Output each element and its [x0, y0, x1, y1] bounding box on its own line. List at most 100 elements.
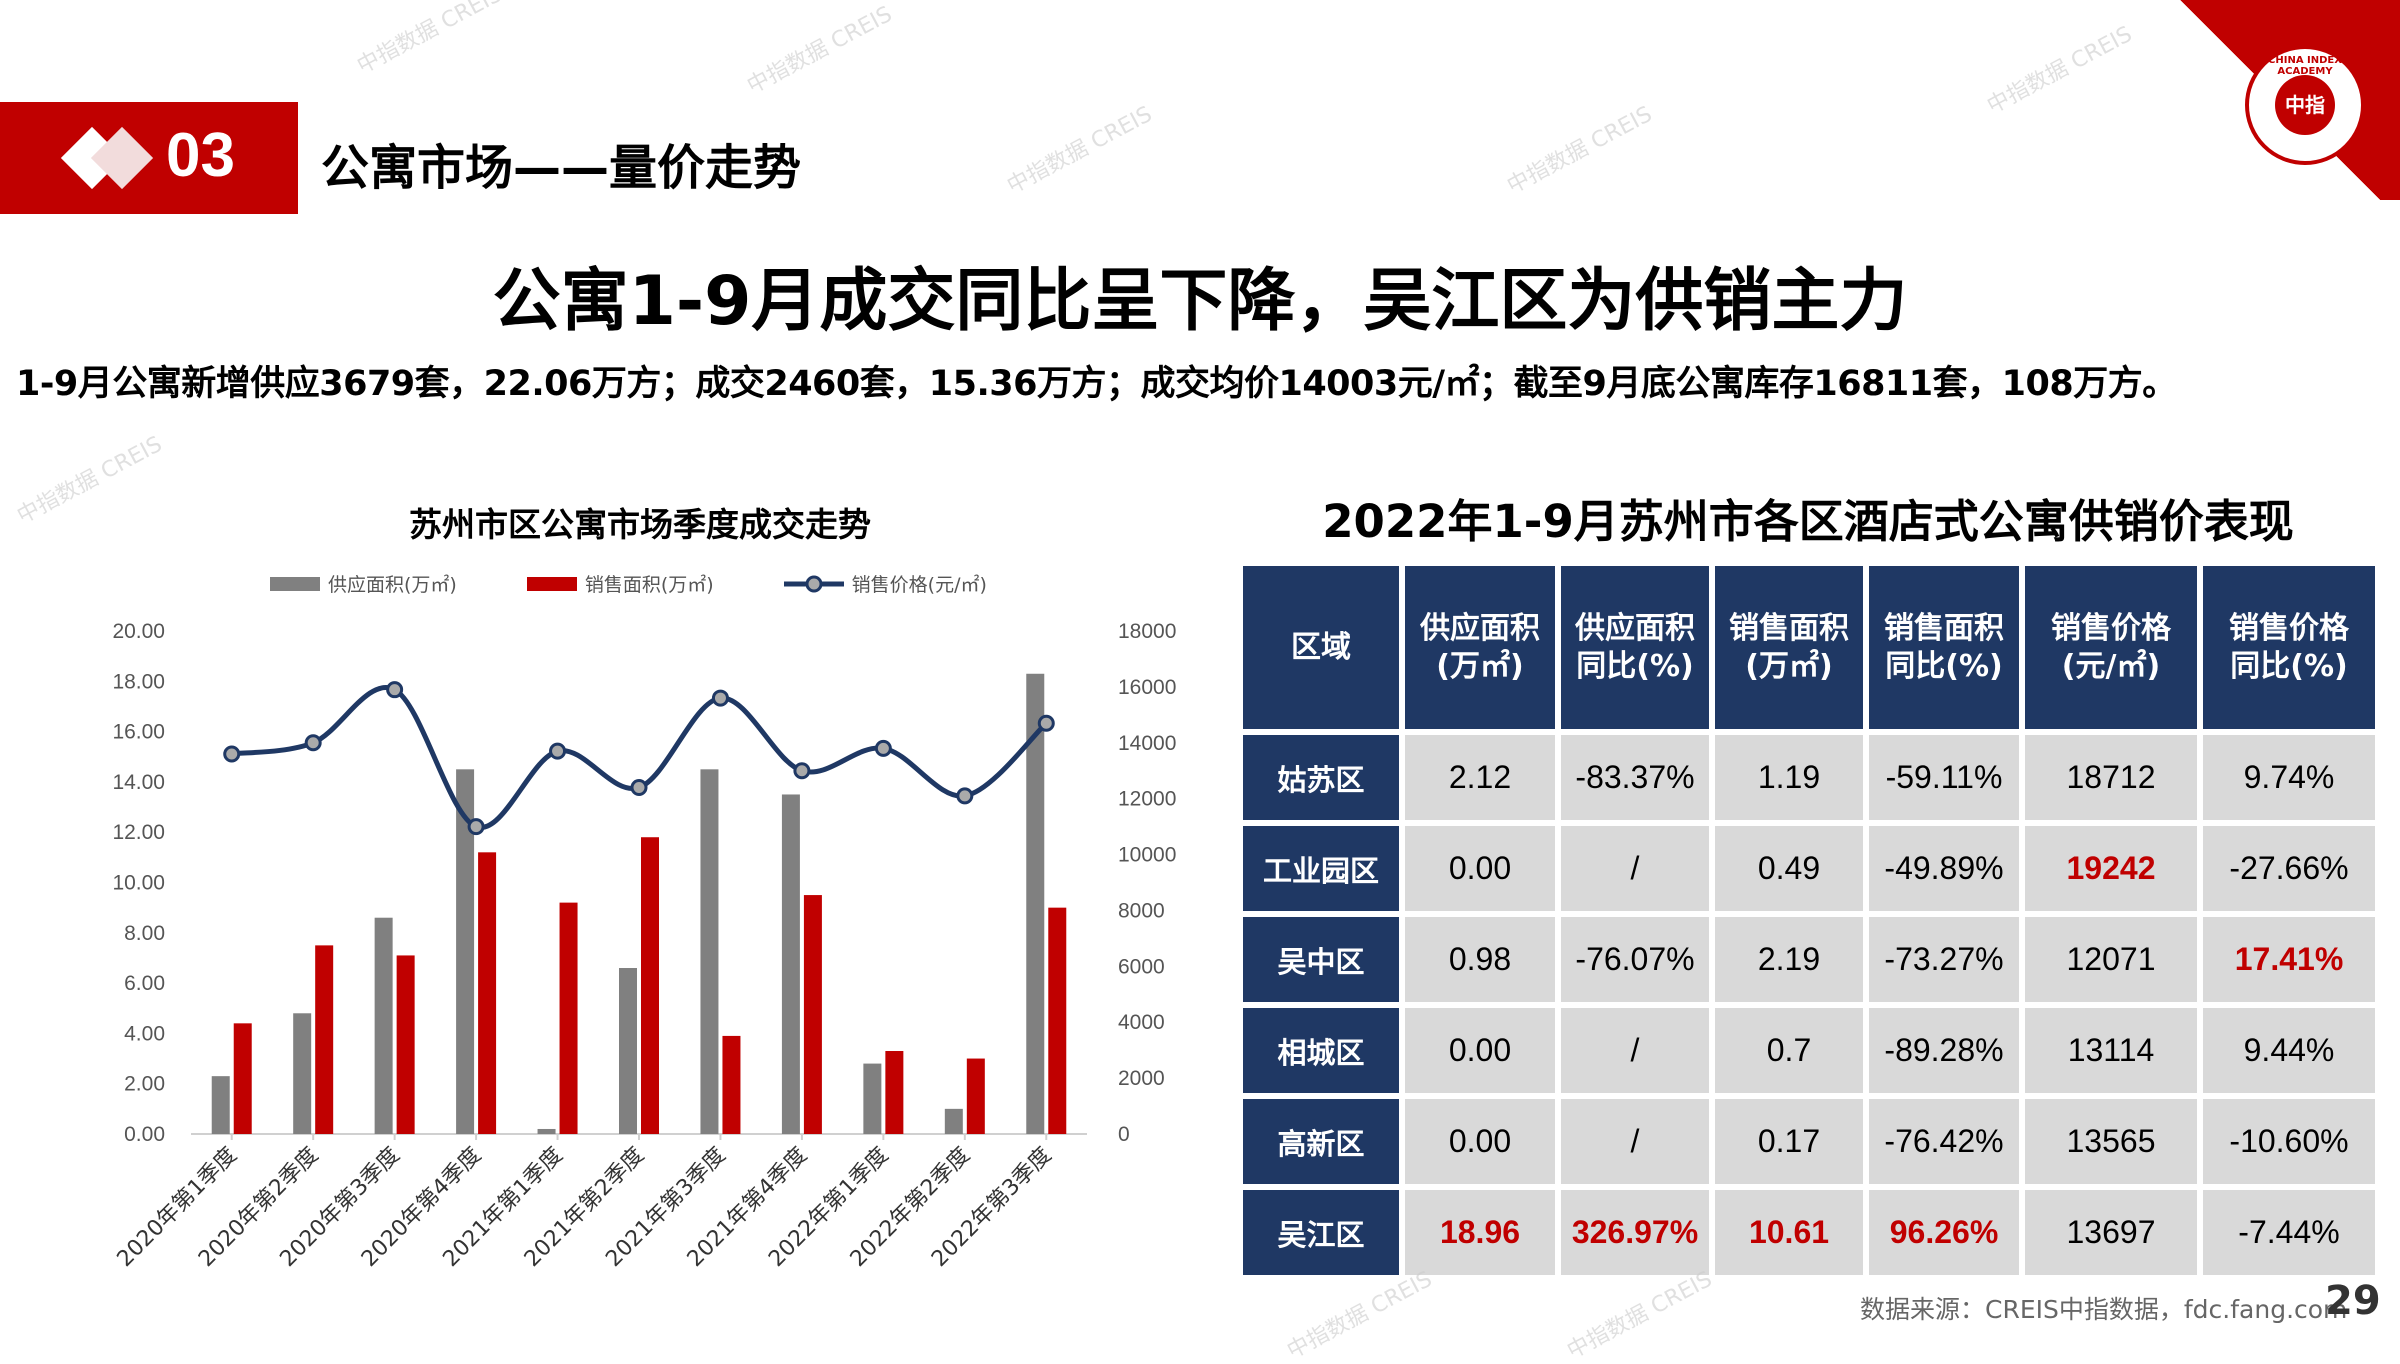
value-cell: / — [1561, 826, 1709, 911]
supply-bar — [537, 1128, 556, 1134]
column-header-line: (万㎡) — [1745, 648, 1833, 684]
column-header: 销售价格 (元/㎡) — [2025, 566, 2197, 729]
value-cell: 19242 — [2025, 826, 2197, 911]
value-cell: -89.28% — [1869, 1008, 2019, 1093]
y2-tick-label: 14000 — [1118, 732, 1176, 755]
price-point — [1037, 714, 1055, 732]
legend-sales: 销售面积(万㎡) — [526, 570, 714, 597]
table-row: 高新区 0.00/0.17 -76.42% 13565 -10.60% — [1243, 1099, 2375, 1184]
column-header-line: 供应面积 — [1420, 611, 1540, 646]
table-row: 吴江区 18.96 326.97% 10.61 96.26% 13697 -7.44% — [1243, 1190, 2375, 1275]
value-cell: -76.42% — [1869, 1099, 2019, 1184]
sales-bar — [396, 955, 415, 1134]
value-cell: 13697 — [2025, 1190, 2197, 1275]
watermark: 中指数据 CREIS — [743, 1, 897, 100]
legend-price: 销售价格(元/㎡) — [783, 570, 987, 597]
sales-bar — [722, 1035, 741, 1134]
value-cell: 13565 — [2025, 1099, 2197, 1184]
y2-tick-label: 16000 — [1118, 676, 1176, 699]
supply-bar — [781, 794, 800, 1134]
supply-bar — [293, 1013, 312, 1134]
page-number: 29 — [2325, 1278, 2381, 1324]
y2-tick-label: 12000 — [1118, 788, 1176, 811]
price-point — [549, 742, 567, 760]
sales-bar — [478, 852, 497, 1134]
y-tick-label: 16.00 — [112, 721, 165, 744]
price-point — [793, 762, 811, 780]
sales-bar — [315, 945, 334, 1134]
quarterly-chart: 0.00 2.00 4.00 6.00 8.00 10.00 12.00 14.00 16.00… — [112, 620, 1176, 1272]
column-header: 销售面积 (万㎡) — [1715, 566, 1863, 729]
value-cell: 0.7 — [1715, 1008, 1863, 1093]
y-tick-label: 0.00 — [124, 1123, 165, 1146]
section-number: 03 — [166, 121, 235, 190]
column-header-line: (万㎡) — [1436, 648, 1524, 684]
table-row: 姑苏区 2.12 -83.37% 1.19 -59.11% 18712 9.74% — [1243, 735, 2375, 820]
value-cell: -59.11% — [1869, 735, 2019, 820]
sales-bar — [1048, 907, 1067, 1134]
column-header-line: 销售价格 — [2051, 611, 2171, 646]
table-row: 工业园区 0.00/0.49 -49.89% 19242 -27.66% — [1243, 826, 2375, 911]
sales-bar — [233, 1023, 252, 1134]
price-point — [874, 739, 892, 757]
supply-bar — [456, 769, 475, 1134]
y2-tick-label: 18000 — [1118, 620, 1176, 643]
price-point — [304, 734, 322, 752]
watermark: 中指数据 CREIS — [1503, 101, 1657, 200]
column-header-line: 同比(%) — [2230, 648, 2348, 684]
value-cell: 0.00 — [1405, 1099, 1555, 1184]
sales-bar — [885, 1051, 904, 1134]
academy-logo: CHINA INDEX ACADEMY 中指 — [2245, 45, 2365, 165]
table-row: 相城区 0.00/0.7 -89.28% 13114 9.44% — [1243, 1008, 2375, 1093]
watermark: 中指数据 CREIS — [1563, 1266, 1717, 1364]
column-header: 销售价格 同比(%) — [2203, 566, 2375, 729]
value-cell: 17.41% — [2203, 917, 2375, 1002]
price-line — [231, 685, 1048, 830]
value-cell: 2.19 — [1715, 917, 1863, 1002]
value-cell: -49.89% — [1869, 826, 2019, 911]
value-cell: 12071 — [2025, 917, 2197, 1002]
column-header: 销售面积 同比(%) — [1869, 566, 2019, 729]
legend-supply: 供应面积(万㎡) — [270, 570, 457, 597]
column-header: 供应面积 同比(%) — [1561, 566, 1709, 729]
value-cell: 9.44% — [2203, 1008, 2375, 1093]
value-cell: -27.66% — [2203, 826, 2375, 911]
value-cell: -73.27% — [1869, 917, 2019, 1002]
price-point — [386, 681, 404, 699]
value-cell: -10.60% — [2203, 1099, 2375, 1184]
watermark: 中指数据 CREIS — [353, 0, 507, 80]
y2-tick-label: 10000 — [1118, 844, 1176, 867]
region-cell: 工业园区 — [1243, 826, 1399, 911]
sales-bar — [966, 1058, 985, 1134]
chart-title: 苏州市区公寓市场季度成交走势 — [409, 505, 871, 544]
column-header-line: 区域 — [1291, 629, 1351, 665]
value-cell: 0.00 — [1405, 1008, 1555, 1093]
logo-mark: 中指 — [2275, 75, 2335, 135]
value-cell: 0.98 — [1405, 917, 1555, 1002]
sales-bar — [803, 895, 822, 1134]
column-header-line: 供应面积 — [1575, 611, 1695, 646]
region-cell: 高新区 — [1243, 1099, 1399, 1184]
value-cell: 1.19 — [1715, 735, 1863, 820]
y2-tick-label: 0 — [1118, 1123, 1130, 1146]
column-header-line: 销售价格 — [2229, 611, 2349, 646]
value-cell: 2.12 — [1405, 735, 1555, 820]
region-cell: 姑苏区 — [1243, 735, 1399, 820]
data-source: 数据来源：CREIS中指数据，fdc.fang.com — [1860, 1295, 2348, 1324]
price-point — [630, 778, 648, 796]
district-table: 区域 供应面积 (万㎡) 供应面积 同比(%) 销售面积 (万㎡) 销售面积 同比(%) 销售价格… — [1237, 560, 2381, 1281]
column-header-line: 销售面积 — [1884, 611, 2004, 646]
y-tick-label: 4.00 — [124, 1022, 165, 1045]
price-point — [467, 818, 485, 836]
y-tick-label: 14.00 — [112, 771, 165, 794]
price-point — [223, 745, 241, 763]
column-header: 供应面积 (万㎡) — [1405, 566, 1555, 729]
value-cell: 0.17 — [1715, 1099, 1863, 1184]
column-header-line: 同比(%) — [1885, 648, 2003, 684]
value-cell: -7.44% — [2203, 1190, 2375, 1275]
region-cell: 吴江区 — [1243, 1190, 1399, 1275]
y2-tick-label: 6000 — [1118, 955, 1165, 978]
supply-bar — [374, 917, 393, 1134]
slide-headline: 公寓1-9月成交同比呈下降，吴江区为供销主力 — [492, 262, 1908, 341]
chart-legend: 供应面积(万㎡) 销售面积(万㎡) 销售价格(元/㎡) — [270, 570, 987, 597]
